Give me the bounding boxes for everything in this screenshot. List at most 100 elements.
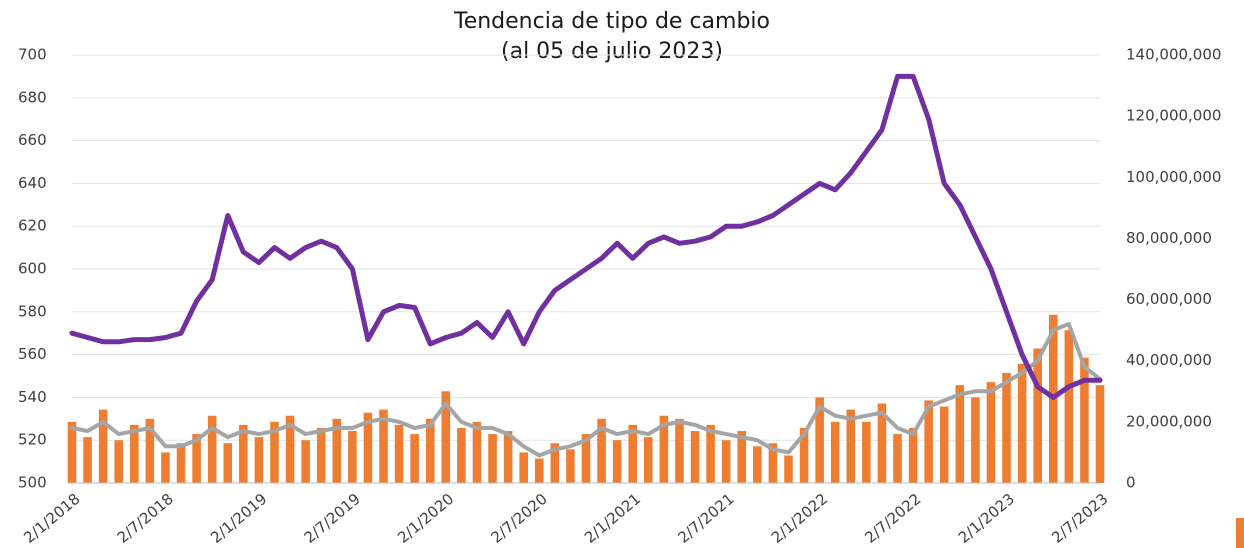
x-tick-label: 2/7/2023 (1048, 490, 1111, 547)
bar (550, 443, 560, 483)
bar (425, 418, 435, 483)
bar (83, 437, 92, 483)
bar (363, 412, 373, 483)
bar (597, 418, 606, 483)
x-tick-label: 2/1/2022 (768, 490, 831, 547)
bar (176, 443, 186, 483)
bar (332, 418, 342, 483)
bar (566, 449, 575, 483)
bar (223, 443, 233, 483)
x-tick-label: 2/7/2022 (861, 490, 924, 547)
bar (893, 434, 902, 483)
y-tick-label: 540 (18, 388, 47, 406)
bar (503, 431, 513, 483)
bar (1064, 330, 1074, 483)
bar (955, 385, 965, 483)
bar (1080, 357, 1089, 483)
y-tick-label: 620 (18, 217, 47, 235)
x-tick-label: 2/1/2020 (394, 490, 457, 547)
chart-title: Tendencia de tipo de cambio (453, 9, 770, 34)
bar (581, 434, 591, 483)
bar (301, 440, 310, 483)
bar (815, 397, 824, 483)
bar (706, 424, 715, 483)
bar (721, 440, 731, 483)
bar (768, 443, 778, 483)
y2-tick-label: 40,000,000 (1126, 351, 1212, 369)
bar (348, 431, 357, 483)
bar (488, 434, 497, 483)
bar (830, 421, 840, 483)
y2-tick-label: 100,000,000 (1126, 168, 1221, 186)
y2-tick-label: 60,000,000 (1126, 290, 1212, 308)
bar (379, 409, 388, 483)
bar (114, 440, 124, 483)
bar (675, 418, 684, 483)
bar (1017, 363, 1027, 483)
y2-tick-label: 140,000,000 (1126, 46, 1221, 64)
y-tick-label: 520 (18, 431, 47, 449)
bar (690, 431, 700, 483)
bar (207, 415, 217, 483)
bar (67, 421, 77, 483)
y2-tick-label: 80,000,000 (1126, 229, 1212, 247)
bar (612, 440, 622, 483)
bar (784, 455, 793, 483)
bar (145, 418, 155, 483)
bar (254, 437, 264, 483)
y-tick-label: 640 (18, 174, 47, 192)
bar (924, 400, 933, 483)
y-tick-label: 700 (18, 46, 47, 64)
y-tick-label: 560 (18, 345, 47, 363)
bar (472, 421, 482, 483)
bar (862, 421, 871, 483)
x-tick-label: 2/1/2023 (955, 490, 1018, 547)
y-tick-label: 600 (18, 260, 47, 278)
x-tick-label: 2/1/2019 (207, 490, 270, 547)
bar (410, 434, 419, 483)
x-tick-label: 2/7/2019 (301, 490, 364, 547)
x-tick-label: 2/7/2018 (114, 490, 177, 547)
chart-subtitle: (al 05 de julio 2023) (501, 39, 723, 64)
line (69, 73, 1103, 400)
bar (799, 427, 809, 483)
bar (628, 424, 638, 483)
bar (534, 458, 544, 483)
bar (659, 415, 669, 483)
bar (1002, 372, 1011, 483)
line (70, 322, 1102, 458)
corner-marker (1236, 518, 1244, 548)
bar (877, 403, 887, 483)
y-tick-label: 660 (18, 131, 47, 149)
y-tick-label: 680 (18, 88, 47, 106)
bar (192, 434, 201, 483)
bar (316, 427, 326, 483)
bar (753, 446, 762, 483)
y2-tick-label: 0 (1126, 474, 1136, 492)
bar (130, 424, 139, 483)
y2-tick-label: 20,000,000 (1126, 412, 1212, 430)
y2-tick-label: 120,000,000 (1126, 107, 1221, 125)
bar (939, 406, 949, 483)
bar (971, 397, 980, 483)
bar (1033, 348, 1042, 483)
bar (457, 427, 466, 483)
bar (519, 452, 528, 483)
bar (239, 424, 248, 483)
bar (161, 452, 170, 483)
bar (441, 391, 451, 483)
bar (1095, 385, 1105, 483)
bar (285, 415, 295, 483)
x-tick-label: 2/1/2018 (20, 490, 83, 547)
x-tick-label: 2/7/2021 (674, 490, 737, 547)
x-tick-label: 2/1/2021 (581, 490, 644, 547)
bar (846, 409, 856, 483)
bar (394, 424, 404, 483)
bar (737, 431, 747, 483)
y-tick-label: 580 (18, 302, 47, 320)
bar (270, 421, 279, 483)
bar (986, 382, 996, 483)
bar (644, 437, 653, 483)
x-tick-label: 2/7/2020 (488, 490, 551, 547)
